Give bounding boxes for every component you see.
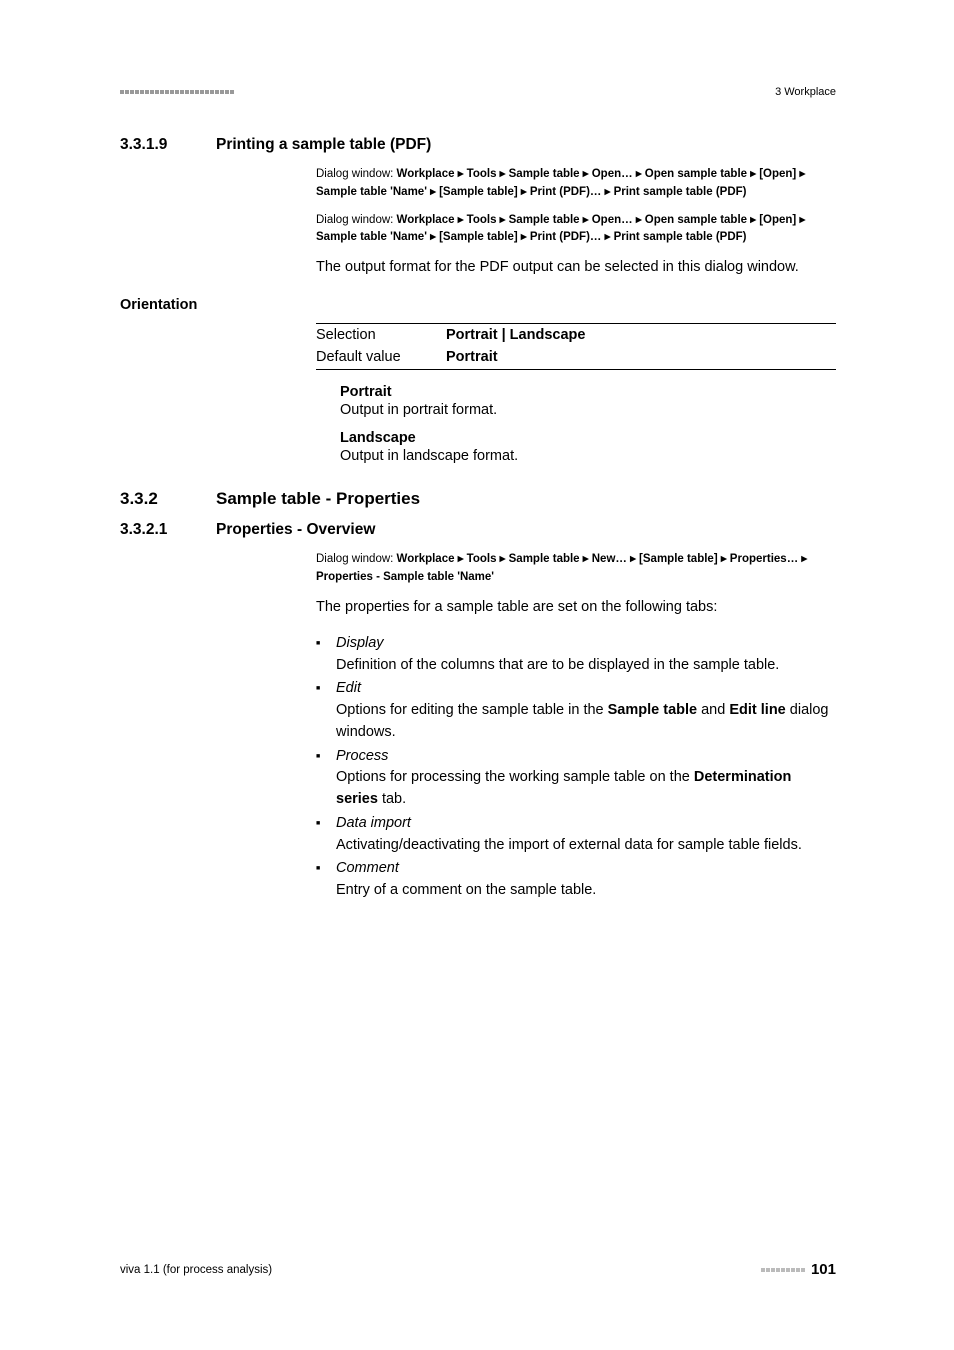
def-term: Landscape [340, 430, 836, 446]
dialog-path-2: Dialog window: Workplace ▸ Tools ▸ Sampl… [316, 212, 836, 248]
header-chapter: 3 Workplace [775, 86, 836, 98]
item-head: Edit [336, 680, 361, 696]
def-term: Portrait [340, 384, 836, 400]
item-head: Data import [336, 815, 411, 831]
orientation-label: Orientation [120, 297, 836, 313]
bullet-icon [316, 678, 336, 743]
definition-landscape: Landscape Output in landscape format. [340, 430, 836, 468]
heading-title: Sample table - Properties [216, 489, 420, 509]
bullet-icon [316, 858, 336, 902]
orientation-table: Selection Portrait | Landscape Default v… [316, 323, 836, 370]
tabs-list: Display Definition of the columns that a… [316, 633, 836, 902]
selection-label: Selection [316, 324, 446, 346]
bullet-icon [316, 813, 336, 857]
item-head: Process [336, 748, 388, 764]
item-desc: Definition of the columns that are to be… [336, 657, 779, 673]
table-row: Default value Portrait [316, 346, 836, 368]
footer-left: viva 1.1 (for process analysis) [120, 1264, 272, 1276]
def-desc: Output in portrait format. [340, 400, 836, 422]
definition-portrait: Portrait Output in portrait format. [340, 384, 836, 422]
dialog-path-3: Dialog window: Workplace ▸ Tools ▸ Sampl… [316, 551, 836, 587]
heading-number: 3.3.2 [120, 489, 216, 509]
item-desc: Options for processing the working sampl… [336, 769, 791, 807]
bullet-icon [316, 746, 336, 811]
table-row: Selection Portrait | Landscape [316, 324, 836, 346]
list-item: Comment Entry of a comment on the sample… [316, 858, 836, 902]
page-footer: viva 1.1 (for process analysis) 101 [120, 1261, 836, 1278]
item-desc: Options for editing the sample table in … [336, 702, 828, 740]
heading-number: 3.3.1.9 [120, 136, 216, 154]
bullet-icon [316, 633, 336, 677]
heading-number: 3.3.2.1 [120, 521, 216, 539]
list-item: Process Options for processing the worki… [316, 746, 836, 811]
list-item: Edit Options for editing the sample tabl… [316, 678, 836, 743]
default-label: Default value [316, 346, 446, 368]
item-head: Display [336, 635, 384, 651]
section-body: The properties for a sample table are se… [316, 597, 836, 619]
dialog-path-1: Dialog window: Workplace ▸ Tools ▸ Sampl… [316, 166, 836, 202]
item-desc: Entry of a comment on the sample table. [336, 882, 596, 898]
item-desc: Activating/deactivating the import of ex… [336, 837, 802, 853]
page-number: 101 [811, 1261, 836, 1278]
header-ornament [120, 90, 234, 94]
selection-value: Portrait | Landscape [446, 327, 585, 343]
footer-right: 101 [761, 1261, 836, 1278]
def-desc: Output in landscape format. [340, 446, 836, 468]
heading-title: Properties - Overview [216, 521, 375, 539]
heading-332: 3.3.2 Sample table - Properties [120, 489, 836, 509]
heading-3321: 3.3.2.1 Properties - Overview [120, 521, 836, 539]
page-header: 3 Workplace [120, 86, 836, 98]
section-body: The output format for the PDF output can… [316, 257, 836, 279]
list-item: Data import Activating/deactivating the … [316, 813, 836, 857]
footer-ornament [761, 1268, 805, 1272]
item-head: Comment [336, 860, 399, 876]
heading-3319: 3.3.1.9 Printing a sample table (PDF) [120, 136, 836, 154]
list-item: Display Definition of the columns that a… [316, 633, 836, 677]
default-value: Portrait [446, 349, 498, 365]
heading-title: Printing a sample table (PDF) [216, 136, 431, 154]
